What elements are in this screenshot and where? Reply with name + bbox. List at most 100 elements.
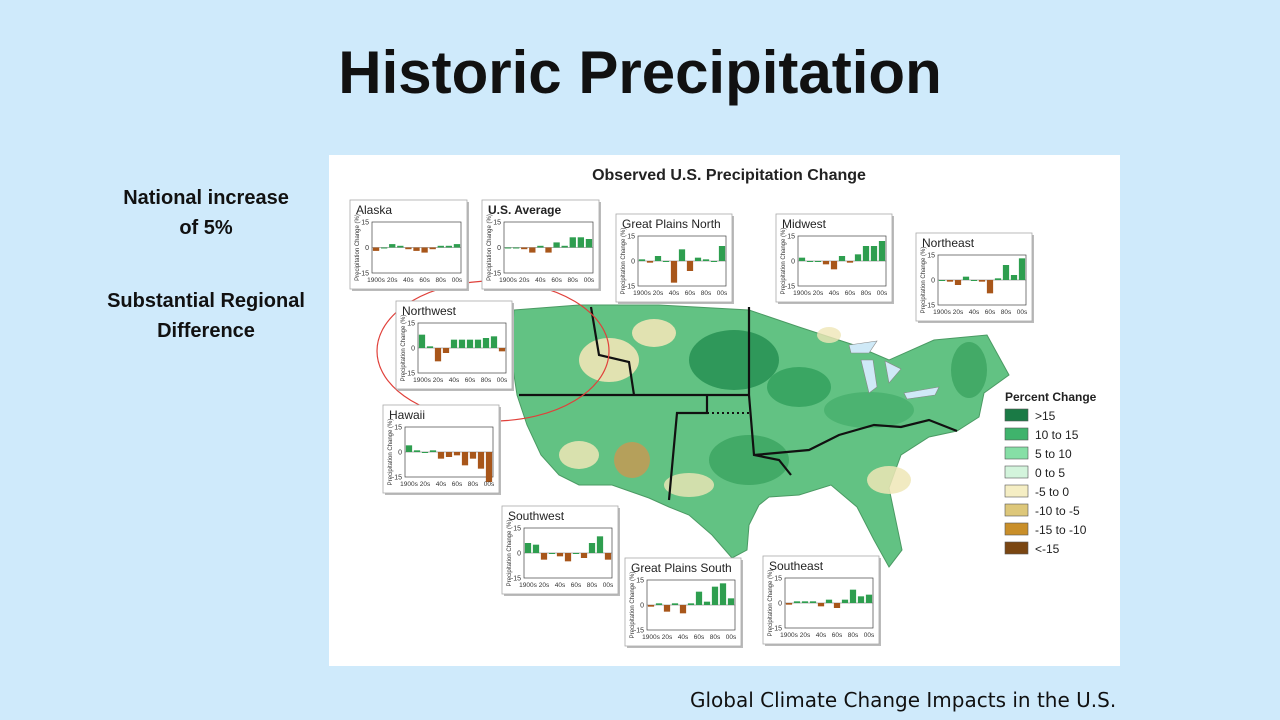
bar — [418, 334, 426, 348]
bar — [870, 246, 878, 261]
bar — [793, 601, 801, 603]
x-tick-label: 40s — [403, 277, 414, 284]
bar — [437, 452, 445, 459]
x-tick-label: 40s — [829, 290, 840, 297]
bar — [711, 586, 719, 605]
bar — [727, 598, 735, 605]
bar — [986, 280, 994, 294]
x-tick-label: 20s — [653, 290, 664, 297]
x-tick-label: 60s — [465, 377, 476, 384]
bar — [978, 280, 986, 282]
bar — [865, 594, 873, 603]
x-tick-label: 40s — [449, 377, 460, 384]
bar — [477, 452, 485, 469]
bar — [646, 261, 654, 263]
dry-area — [559, 441, 599, 469]
x-tick-label: 80s — [436, 277, 447, 284]
bar — [580, 553, 588, 558]
source-credit: Global Climate Change Impacts in the U.S… — [690, 688, 1117, 712]
legend-swatch — [1004, 408, 1029, 422]
y-tick-label: 0 — [631, 259, 635, 266]
bar — [588, 543, 596, 553]
x-tick-label: 40s — [436, 481, 447, 488]
bar — [801, 601, 809, 603]
y-tick-label: 0 — [411, 346, 415, 353]
dry-area — [614, 442, 650, 478]
y-axis-label: Precipitation Change (%) — [487, 214, 493, 281]
bar — [857, 596, 865, 603]
legend-item: -5 to 0 — [1004, 484, 1069, 499]
x-tick-label: 40s — [669, 290, 680, 297]
x-tick-label: 40s — [678, 634, 689, 641]
bar — [466, 339, 474, 348]
x-tick-label: 80s — [468, 481, 479, 488]
x-tick-label: 20s — [813, 290, 824, 297]
bar — [429, 247, 436, 250]
y-tick-label: 15 — [787, 234, 795, 241]
panel-title: Great Plains South — [631, 561, 732, 575]
x-tick-label: 20s — [539, 582, 550, 589]
bar — [405, 445, 413, 452]
bar — [482, 338, 490, 348]
bar — [596, 536, 604, 553]
bar — [545, 247, 552, 253]
bar — [556, 553, 564, 557]
legend-swatch — [1004, 503, 1029, 517]
bar — [638, 259, 646, 261]
y-axis-label: Precipitation Change (%) — [388, 419, 394, 486]
bar — [498, 348, 506, 352]
y-tick-label: 15 — [513, 526, 521, 533]
wet-area — [824, 392, 914, 428]
bar — [647, 605, 655, 607]
bar — [485, 452, 493, 482]
x-tick-label: 20s — [800, 632, 811, 639]
bar — [569, 237, 576, 248]
legend-item: 0 to 5 — [1004, 465, 1065, 480]
y-tick-label: 15 — [394, 425, 402, 432]
y-tick-label: -15 — [359, 271, 369, 278]
bar — [938, 280, 946, 281]
bar — [512, 247, 520, 249]
bar — [825, 599, 833, 603]
bar — [413, 247, 420, 251]
bar — [490, 336, 498, 348]
bar — [671, 603, 679, 605]
y-tick-label: 0 — [365, 245, 369, 252]
x-tick-label: 20s — [953, 309, 964, 316]
bar — [585, 239, 593, 248]
chart-title: Observed U.S. Precipitation Change — [592, 167, 866, 184]
y-axis-label: Precipitation Change (%) — [401, 315, 407, 382]
chart-legend: Percent Change >15 10 to 15 5 to 10 0 to… — [1004, 390, 1097, 556]
page-title: Historic Precipitation — [338, 39, 942, 106]
bar — [686, 261, 694, 271]
bar — [380, 247, 388, 249]
dry-area — [579, 338, 639, 382]
panel-title: Northwest — [402, 304, 457, 318]
x-tick-label: 1900s — [780, 632, 798, 639]
y-tick-label: -15 — [925, 303, 935, 310]
y-tick-label: -15 — [392, 475, 402, 482]
bar — [426, 346, 434, 348]
bar — [553, 242, 560, 248]
bar — [429, 450, 437, 452]
bar — [662, 261, 670, 262]
bar — [458, 339, 466, 348]
x-tick-label: 60s — [571, 582, 582, 589]
bar — [719, 583, 727, 605]
x-tick-label: 00s — [726, 634, 737, 641]
x-tick-label: 80s — [1001, 309, 1012, 316]
wet-area — [689, 330, 779, 390]
legend-label: >15 — [1035, 409, 1056, 423]
x-tick-label: 20s — [662, 634, 673, 641]
y-tick-label: 15 — [927, 253, 935, 260]
bar — [695, 591, 703, 605]
bar — [577, 237, 585, 248]
bar — [862, 246, 870, 261]
y-axis-label: Precipitation Change (%) — [621, 228, 627, 295]
precipitation-figure: Observed U.S. Precipitation Change Perce… — [329, 155, 1120, 666]
x-tick-label: 1900s — [933, 309, 951, 316]
dry-area — [817, 327, 841, 343]
